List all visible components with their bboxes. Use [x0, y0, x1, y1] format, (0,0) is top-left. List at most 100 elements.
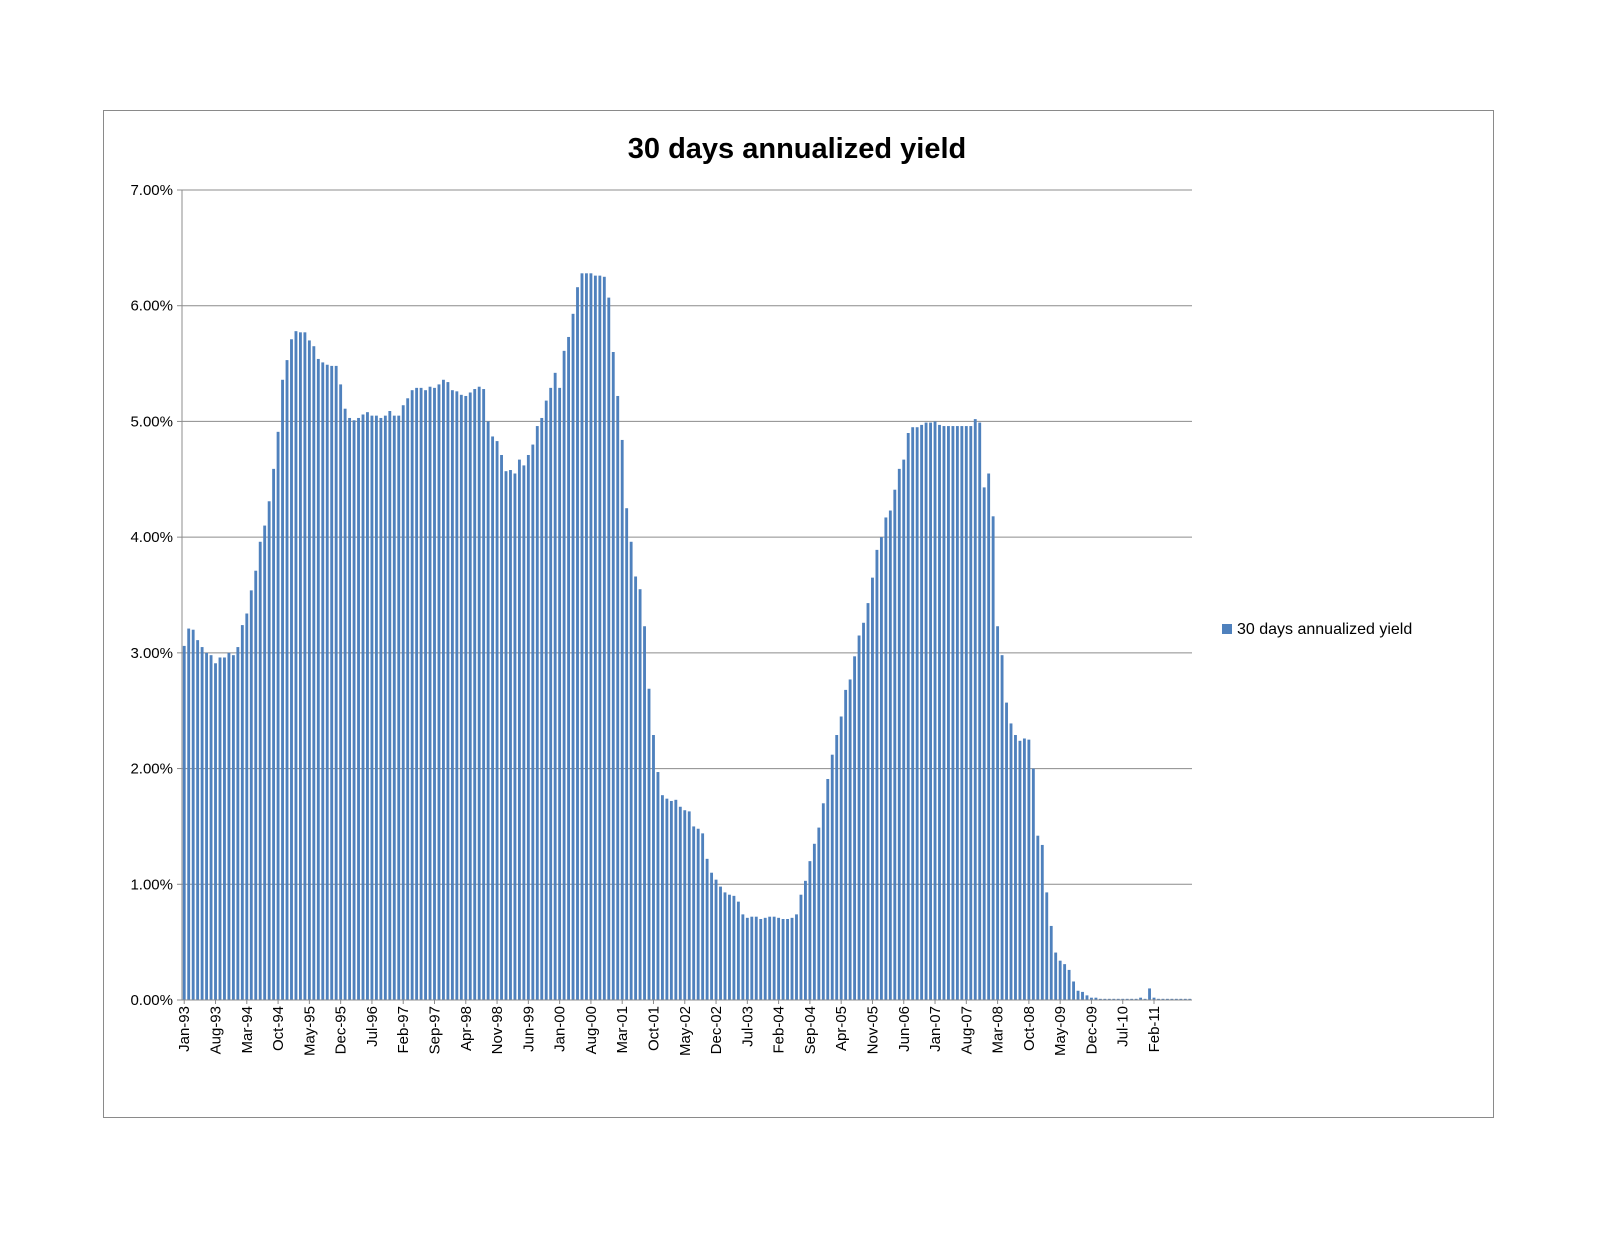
x-tick-label: Aug-07	[958, 1006, 975, 1054]
y-axis-tick-labels: 0.00% 1.00% 2.00% 3.00% 4.00% 5.00% 6.00% 7.00%	[130, 182, 173, 1009]
bar	[263, 525, 267, 1000]
bar	[1116, 998, 1120, 1000]
bar	[660, 795, 664, 1000]
bar	[531, 444, 535, 1000]
bar	[888, 510, 892, 1000]
bar	[1072, 981, 1075, 1000]
bar	[763, 917, 767, 1000]
y-tick-label: 6.00%	[130, 298, 173, 315]
bar	[759, 919, 763, 1000]
bar	[607, 297, 611, 1000]
bar	[1157, 998, 1160, 1000]
bar	[254, 570, 258, 1000]
bar	[964, 426, 968, 1000]
bar	[844, 689, 848, 1000]
bar	[973, 419, 977, 1000]
bar	[915, 427, 919, 1001]
bar	[589, 273, 593, 1000]
bar	[929, 422, 932, 1001]
x-tick-label: May-95	[301, 1006, 318, 1056]
bar	[750, 916, 754, 1000]
bar	[893, 489, 897, 1000]
bar	[728, 894, 731, 1000]
bar	[1022, 738, 1026, 1000]
bar	[258, 541, 262, 1000]
x-tick-label: Mar-01	[614, 1006, 631, 1054]
x-tick-label: Jan-07	[927, 1006, 944, 1052]
bar	[374, 415, 378, 1000]
x-tick-label: May-09	[1052, 1006, 1069, 1056]
bar	[781, 919, 785, 1000]
y-tick-label: 1.00%	[130, 876, 173, 893]
bar	[218, 657, 222, 1000]
bar	[817, 827, 821, 1000]
bar	[848, 679, 852, 1000]
bar	[325, 364, 329, 1000]
bar	[245, 613, 249, 1000]
x-tick-label: Jan-00	[552, 1006, 569, 1052]
bar	[482, 389, 486, 1000]
bar	[249, 590, 253, 1000]
bar	[812, 843, 816, 1000]
bar	[276, 431, 280, 1001]
bar	[1045, 892, 1049, 1000]
bar	[598, 275, 602, 1000]
bar	[294, 331, 298, 1000]
bar	[562, 350, 566, 1001]
bar	[477, 386, 481, 1001]
bar	[1085, 995, 1089, 1000]
bar	[987, 473, 991, 1000]
bar	[643, 626, 646, 1000]
bar	[745, 917, 749, 1000]
bar	[602, 276, 606, 1000]
bar	[701, 833, 705, 1000]
x-tick-label: Mar-94	[239, 1006, 256, 1054]
bar	[1148, 988, 1151, 1000]
bar	[272, 468, 276, 1000]
bar	[1067, 969, 1071, 1000]
x-tick-label: Jun-99	[520, 1006, 537, 1052]
bar	[620, 439, 624, 1000]
bar	[1054, 952, 1058, 1000]
bar	[437, 384, 441, 1000]
legend-swatch	[1222, 624, 1232, 634]
x-tick-label: Dec-95	[333, 1006, 350, 1054]
bar	[786, 919, 789, 1000]
x-tick-label: Feb-04	[771, 1006, 788, 1054]
bar	[830, 754, 834, 1000]
bar	[902, 459, 906, 1000]
bar	[1018, 740, 1022, 1000]
bar	[1058, 960, 1062, 1000]
bar	[419, 387, 423, 1000]
x-tick-label: Jul-03	[739, 1006, 756, 1047]
x-tick-label: Nov-05	[864, 1006, 881, 1054]
bar	[406, 398, 410, 1000]
bar	[625, 508, 629, 1000]
bar	[1036, 835, 1040, 1000]
bar	[187, 628, 191, 1000]
bar	[683, 810, 687, 1000]
bar	[388, 411, 392, 1000]
bar	[875, 549, 879, 1000]
bar	[567, 336, 570, 1000]
bar	[1112, 998, 1116, 1000]
bar	[1009, 723, 1013, 1000]
bar	[884, 517, 888, 1000]
bar	[754, 916, 758, 1000]
bar	[777, 917, 781, 1000]
bar	[933, 421, 937, 1000]
bar	[267, 501, 271, 1000]
bar	[1143, 998, 1147, 1000]
bar	[401, 405, 405, 1001]
bar	[665, 798, 669, 1000]
bar	[1170, 998, 1174, 1000]
bar	[808, 861, 812, 1000]
bar	[231, 655, 235, 1000]
bar	[772, 916, 776, 1000]
bar	[897, 468, 901, 1000]
x-tick-label: Dec-09	[1083, 1006, 1100, 1054]
bar	[366, 412, 369, 1000]
bar	[1063, 964, 1067, 1000]
bar	[383, 415, 387, 1000]
x-tick-label: Apr-05	[833, 1006, 850, 1051]
